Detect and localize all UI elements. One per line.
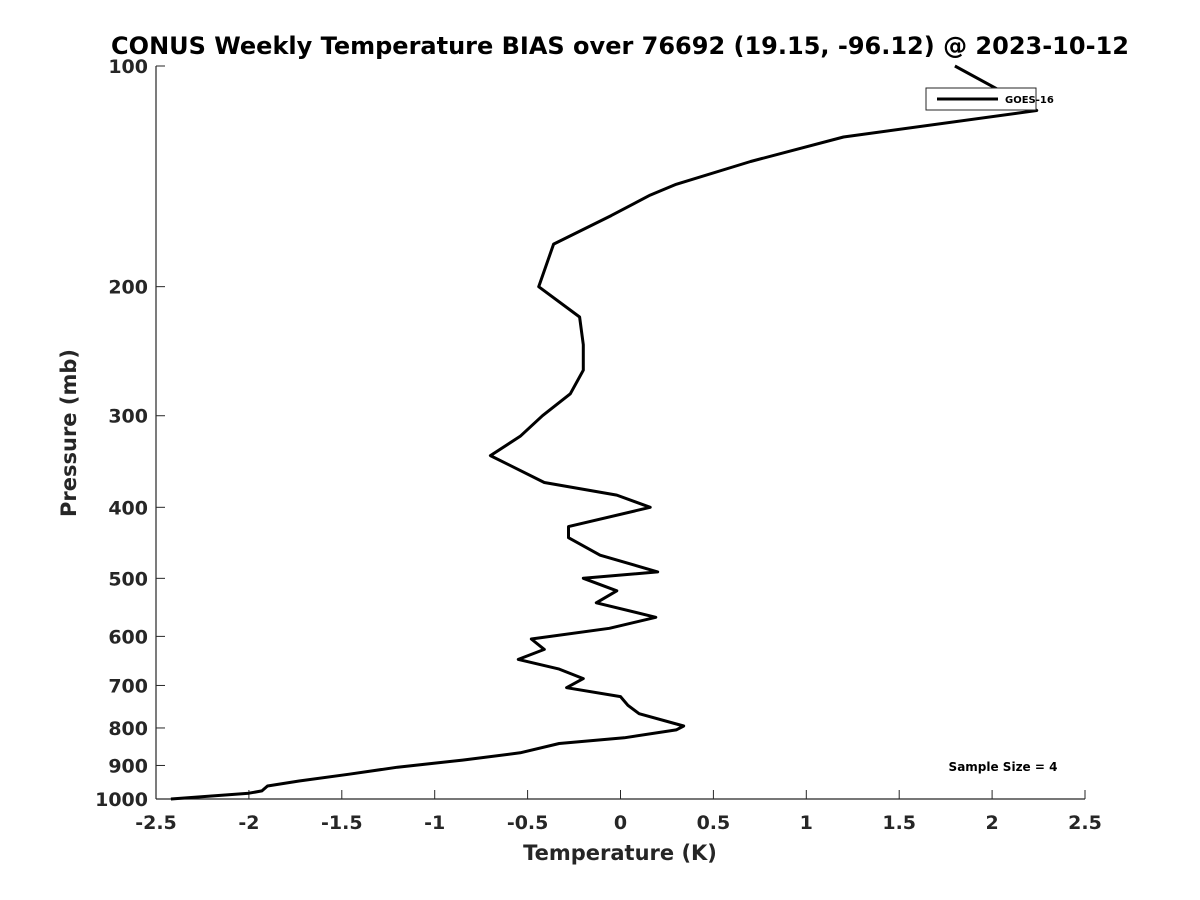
y-tick-label: 600 <box>108 626 148 648</box>
y-tick-label: 300 <box>108 406 148 428</box>
axes: -2.5 -2 -1.5 -1 -0.5 0 0.5 1 1.5 2 2.5 100 200 300 400… <box>95 56 1102 834</box>
y-tick-label: 900 <box>108 755 148 777</box>
x-tick-label: -1.5 <box>321 812 363 834</box>
x-tick-label: -2 <box>238 812 259 834</box>
x-tick-label: 1 <box>800 812 813 834</box>
y-tick-label: 500 <box>108 568 148 590</box>
y-tick-label: 800 <box>108 718 148 740</box>
y-tick-label: 200 <box>108 277 148 299</box>
y-tick-label: 100 <box>108 56 148 78</box>
sample-size-annotation: Sample Size = 4 <box>949 760 1058 774</box>
legend-label: GOES-16 <box>1005 95 1054 106</box>
chart-title: CONUS Weekly Temperature BIAS over 76692… <box>111 32 1129 60</box>
x-tick-label: -2.5 <box>135 812 177 834</box>
x-tick-label: -0.5 <box>507 812 549 834</box>
series-line-goes-16 <box>170 64 1039 801</box>
x-tick-label: -1 <box>424 812 445 834</box>
x-tick-label: 0.5 <box>697 812 731 834</box>
x-axis-label: Temperature (K) <box>523 841 717 865</box>
y-axis-label: Pressure (mb) <box>57 349 81 517</box>
y-tick-label: 400 <box>108 497 148 519</box>
y-tick-label: 1000 <box>95 789 148 811</box>
x-tick-label: 2 <box>985 812 998 834</box>
x-tick-label: 0 <box>614 812 627 834</box>
legend: GOES-16 <box>925 87 1054 111</box>
x-tick-label: 2.5 <box>1068 812 1102 834</box>
y-tick-label: 700 <box>108 675 148 697</box>
x-tick-label: 1.5 <box>882 812 916 834</box>
series-layer <box>170 64 1039 801</box>
